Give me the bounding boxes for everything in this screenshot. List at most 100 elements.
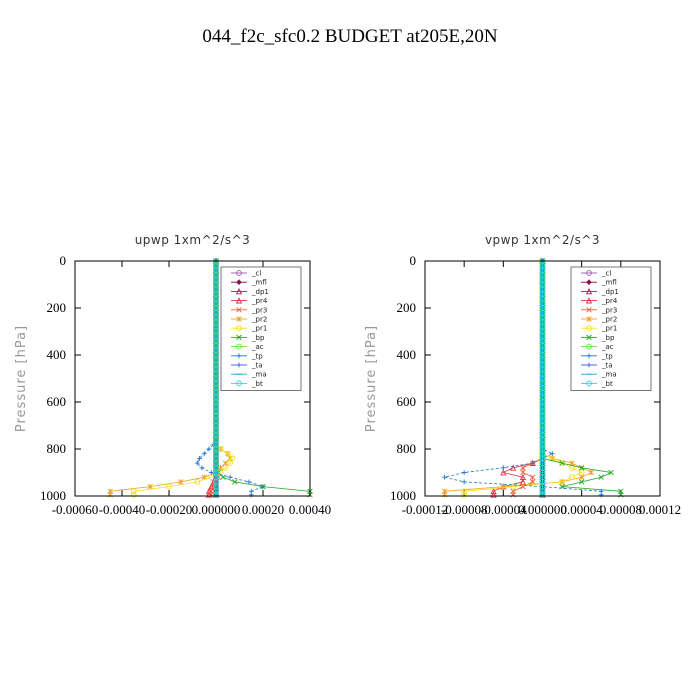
figure-title: 044_f2c_sfc0.2 BUDGET at205E,20N <box>202 26 497 47</box>
legend-label: _bt <box>601 380 613 388</box>
data-point <box>490 491 497 498</box>
legend-marker <box>585 287 593 295</box>
legend-marker <box>586 334 592 341</box>
data-point <box>248 492 254 498</box>
data-point <box>197 456 202 461</box>
data-point <box>227 460 233 466</box>
legend-marker <box>236 316 242 322</box>
x-tick-label: 0.000000 <box>518 502 567 517</box>
data-point <box>130 491 137 498</box>
series-line <box>463 261 583 495</box>
data-point <box>500 469 507 476</box>
data-point <box>194 479 201 485</box>
panel-title: upwp 1xm^2/s^3 <box>135 233 251 247</box>
data-point <box>461 470 467 475</box>
data-point <box>107 492 113 498</box>
x-tick-label: 0.00012 <box>639 502 681 517</box>
data-point <box>569 474 575 481</box>
data-point <box>598 474 604 480</box>
legend-label: _cl <box>251 270 261 278</box>
x-tick-label: 0.00008 <box>600 502 642 517</box>
data-point <box>461 491 468 498</box>
legend-marker <box>235 297 243 304</box>
x-tick-label: -0.00040 <box>99 502 146 517</box>
data-point <box>229 455 236 462</box>
panels: upwp 1xm^2/s^3 Pressure [hPa] 0 200 400 600 80… <box>14 233 681 517</box>
data-point <box>147 483 153 490</box>
data-point <box>232 479 238 485</box>
series-line <box>109 261 231 495</box>
panel-title: vpwp 1xm^2/s^3 <box>485 233 600 247</box>
series-pr1 <box>130 258 236 498</box>
data-point <box>441 492 448 498</box>
data-point <box>461 488 468 495</box>
data-point <box>217 465 224 471</box>
legend-label: _cl <box>601 270 611 278</box>
data-point <box>227 474 233 480</box>
data-point <box>559 460 565 466</box>
data-point <box>500 483 507 490</box>
legend: _cl_mfl_dp1_pr4_pr3_pr2_pr1_bp_ac_tp_ta_… <box>220 266 302 391</box>
y-tick-label: 1000 <box>390 488 416 503</box>
legend-marker <box>586 316 592 322</box>
x-tick-label: -0.00060 <box>52 502 99 517</box>
legend-label: _ac <box>601 343 614 351</box>
x-tick-label: 0.00020 <box>242 502 284 517</box>
data-point <box>608 469 614 476</box>
data-point <box>213 488 219 495</box>
x-tick-label: 0.000000 <box>192 502 241 517</box>
legend-marker <box>586 279 592 286</box>
data-point <box>166 483 172 490</box>
plot-frame <box>424 260 661 497</box>
legend-marker <box>236 307 242 313</box>
data-point <box>178 479 184 485</box>
legend-marker <box>236 270 242 276</box>
legend-box <box>220 266 302 391</box>
data-point <box>442 474 447 480</box>
legend-label: _pr2 <box>601 316 617 324</box>
legend-label: _pr4 <box>251 297 268 305</box>
data-point <box>529 474 536 480</box>
legend-label: _ac <box>251 343 264 351</box>
legend-marker <box>236 353 242 359</box>
legend-marker <box>586 343 592 350</box>
y-tick-label: 800 <box>397 441 417 456</box>
legend-marker <box>236 279 242 286</box>
legend-marker <box>236 362 242 368</box>
y-tick-label: 0 <box>60 253 67 268</box>
legend-label: _tp <box>601 352 613 360</box>
data-point <box>246 479 252 485</box>
data-point <box>199 465 205 471</box>
data-point <box>260 484 266 489</box>
series-line <box>512 261 543 495</box>
y-tick-label: 200 <box>397 300 417 315</box>
legend-label: _ta <box>601 362 613 370</box>
data-point <box>578 474 585 480</box>
data-point <box>598 492 604 498</box>
legend-marker <box>586 325 592 332</box>
legend-marker <box>236 334 242 341</box>
legend-label: _bt <box>251 380 263 388</box>
data-point <box>509 464 517 471</box>
legend-marker <box>236 325 242 332</box>
legend-label: _bp <box>601 334 615 342</box>
data-point <box>206 446 212 452</box>
data-point <box>461 479 467 485</box>
legend-box <box>570 266 652 391</box>
legend-marker <box>586 362 592 368</box>
y-tick-label: 400 <box>397 347 417 362</box>
y-tick-label: 400 <box>47 347 67 362</box>
legend-marker <box>236 380 242 387</box>
legend-label: _ta <box>251 362 263 370</box>
legend-marker <box>586 307 592 313</box>
data-point <box>559 479 565 485</box>
data-point <box>529 479 536 485</box>
plot-frame <box>74 260 311 497</box>
y-tick-label: 200 <box>47 300 67 315</box>
data-point <box>500 465 506 471</box>
legend-label: _pr2 <box>251 316 267 324</box>
data-point <box>201 451 207 457</box>
y-axis-label: Pressure [hPa] <box>364 325 379 432</box>
x-tick-label: -0.00008 <box>441 502 488 517</box>
